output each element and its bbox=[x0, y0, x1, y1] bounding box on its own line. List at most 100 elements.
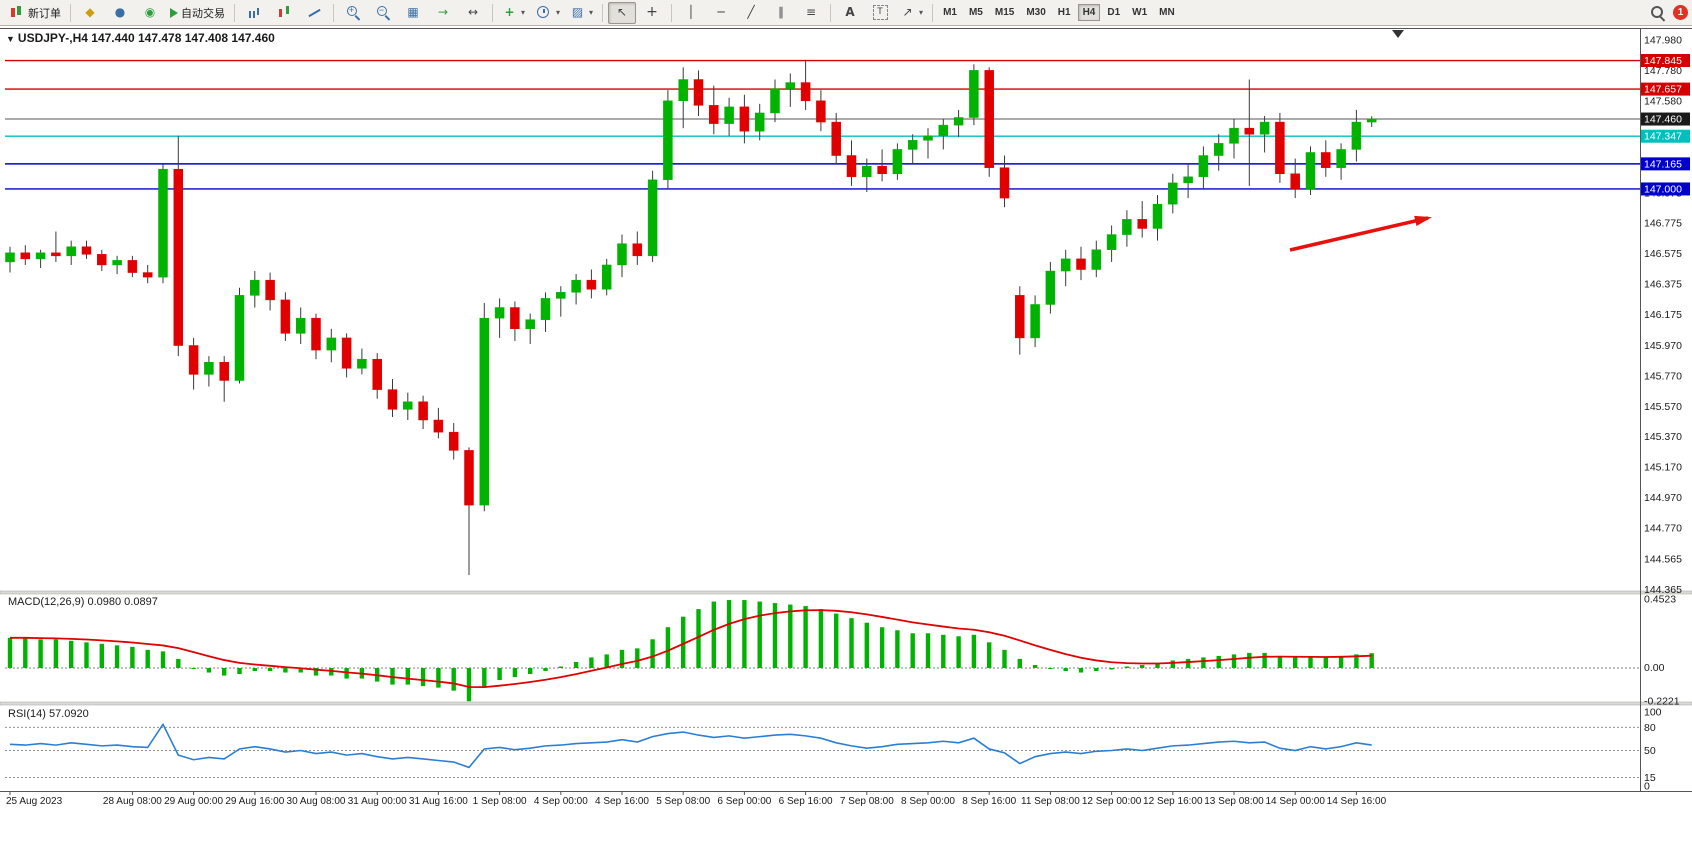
price-label: 147.657 bbox=[1644, 84, 1682, 96]
auto-scroll-button[interactable]: → bbox=[429, 2, 457, 24]
time-label: 5 Sep 08:00 bbox=[656, 796, 710, 807]
rsi-tick: 15 bbox=[1644, 772, 1656, 784]
macd-tick: 0.4523 bbox=[1644, 594, 1676, 606]
time-label: 29 Aug 16:00 bbox=[225, 796, 284, 807]
line-chart-button[interactable] bbox=[300, 2, 328, 24]
candlestick-chart-button[interactable] bbox=[270, 2, 298, 24]
zoom-out-button[interactable]: − bbox=[369, 2, 397, 24]
chart-shift-marker[interactable] bbox=[1392, 30, 1404, 38]
bar-chart-icon bbox=[246, 4, 263, 21]
time-label: 4 Sep 00:00 bbox=[534, 796, 588, 807]
periods-button[interactable]: ▾ bbox=[531, 2, 564, 24]
time-label: 14 Sep 16:00 bbox=[1327, 796, 1387, 807]
notification-badge[interactable]: 1 bbox=[1673, 5, 1688, 20]
price-tick: 144.770 bbox=[1644, 522, 1682, 534]
timeframe-h1-button[interactable]: H1 bbox=[1057, 7, 1071, 18]
price-tick: 144.565 bbox=[1644, 554, 1682, 566]
channel-icon: ∥ bbox=[778, 5, 785, 19]
new-order-button[interactable]: 新订单 bbox=[4, 2, 65, 24]
macd-pane bbox=[5, 600, 1640, 702]
autotrading-button[interactable]: 自动交易 bbox=[166, 2, 229, 24]
price-tick: 146.575 bbox=[1644, 248, 1682, 260]
bar-chart-button[interactable] bbox=[240, 2, 268, 24]
time-label: 6 Sep 00:00 bbox=[717, 796, 771, 807]
rsi-tick: 80 bbox=[1644, 722, 1656, 734]
market-button[interactable]: ◆ bbox=[76, 2, 104, 24]
chevron-down-icon: ▾ bbox=[521, 8, 526, 17]
time-label: 31 Aug 00:00 bbox=[348, 796, 407, 807]
cursor-button[interactable]: ↖ bbox=[608, 1, 637, 24]
tile-windows-button[interactable]: ▦ bbox=[399, 2, 427, 24]
price-axis[interactable]: 147.980147.780147.580146.975146.775146.5… bbox=[1641, 35, 1690, 793]
time-label: 8 Sep 00:00 bbox=[901, 796, 955, 807]
vertical-line-button[interactable]: │ bbox=[677, 2, 705, 24]
time-label: 25 Aug 2023 bbox=[6, 796, 63, 807]
horizontal-lines[interactable] bbox=[5, 59, 1640, 190]
macd-signal-line bbox=[10, 609, 1372, 689]
macd-tick: -0.2221 bbox=[1644, 696, 1680, 708]
channel-button[interactable]: ∥ bbox=[767, 2, 795, 24]
price-tick: 145.370 bbox=[1644, 431, 1682, 443]
price-label: 147.165 bbox=[1644, 158, 1682, 170]
autotrading-play-icon bbox=[170, 7, 178, 18]
price-label-box bbox=[1641, 112, 1690, 126]
timeframe-d1-button[interactable]: D1 bbox=[1107, 7, 1121, 18]
text-label-button[interactable]: T bbox=[866, 2, 894, 24]
templates-button[interactable]: ▨ ▾ bbox=[566, 2, 597, 24]
market-icon: ◆ bbox=[85, 5, 95, 19]
zoom-in-button[interactable]: + bbox=[339, 2, 367, 24]
trendline-button[interactable]: ╱ bbox=[737, 2, 765, 24]
price-label-box bbox=[1641, 129, 1690, 143]
timeframe-m5-button[interactable]: M5 bbox=[968, 7, 983, 18]
price-tick: 145.970 bbox=[1644, 340, 1682, 352]
timeframe-w1-button[interactable]: W1 bbox=[1132, 7, 1148, 18]
fibonacci-button[interactable]: ≡ bbox=[797, 2, 825, 24]
timeframe-m15-button[interactable]: M15 bbox=[994, 7, 1015, 18]
search-button[interactable] bbox=[1643, 2, 1671, 24]
crosshair-button[interactable]: + bbox=[638, 2, 666, 24]
time-axis[interactable]: 25 Aug 2023 28 Aug 08:00 29 Aug 00:00 29 Au… bbox=[6, 792, 1387, 807]
chart-title-text: USDJPY-,H4 147.440 147.478 147.408 147.4… bbox=[17, 31, 275, 45]
rsi-tick: 50 bbox=[1644, 745, 1656, 757]
time-label: 30 Aug 08:00 bbox=[287, 796, 346, 807]
chevron-down-icon: ▾ bbox=[556, 8, 561, 17]
time-label: 4 Sep 16:00 bbox=[595, 796, 649, 807]
autotrading-label: 自动交易 bbox=[181, 7, 225, 20]
time-label: 14 Sep 00:00 bbox=[1265, 796, 1325, 807]
timeframe-m30-button[interactable]: M30 bbox=[1026, 7, 1046, 18]
horizontal-line-button[interactable]: ─ bbox=[707, 2, 735, 24]
timeframe-m1-button[interactable]: M1 bbox=[943, 7, 957, 18]
tile-windows-icon: ▦ bbox=[407, 5, 419, 19]
pane-frame bbox=[0, 28, 1692, 792]
toolbar: 新订单 ◆ ● ◉ 自动交易 + − ▦ → ↔ + ▾ ▾ ▨ ▾ ↖ + │ ─… bbox=[0, 0, 1692, 26]
community-button[interactable]: ● bbox=[106, 2, 134, 24]
zoom-in-icon: + bbox=[345, 4, 362, 21]
fibonacci-icon: ≡ bbox=[806, 5, 817, 19]
toolbar-separator bbox=[932, 3, 934, 22]
toolbar-separator bbox=[234, 3, 235, 22]
price-tick: 145.170 bbox=[1644, 462, 1682, 474]
arrows-tool-icon: ↗ bbox=[902, 5, 913, 19]
timeframe-mn-button[interactable]: MN bbox=[1159, 7, 1175, 18]
arrows-tool-button[interactable]: ↗ ▾ bbox=[896, 2, 927, 24]
price-tick: 145.570 bbox=[1644, 401, 1682, 413]
auto-scroll-icon: → bbox=[437, 5, 449, 19]
price-tick: 144.970 bbox=[1644, 492, 1682, 504]
chart-shift-button[interactable]: ↔ bbox=[459, 2, 487, 24]
text-tool-button[interactable]: A bbox=[836, 2, 864, 24]
macd-tick: 0.00 bbox=[1644, 662, 1665, 674]
rsi-tick: 0 bbox=[1644, 781, 1650, 793]
trend-arrow[interactable] bbox=[1289, 215, 1432, 252]
price-tick: 146.775 bbox=[1644, 218, 1682, 230]
trendline-icon: ╱ bbox=[747, 5, 755, 19]
oneclick-expand-icon[interactable]: ▼ bbox=[6, 34, 15, 44]
rsi-pane bbox=[5, 722, 1640, 778]
text-tool-icon: A bbox=[845, 5, 855, 19]
price-label: 147.000 bbox=[1644, 183, 1682, 195]
indicators-button[interactable]: + ▾ bbox=[498, 2, 529, 24]
timeframe-h4-button[interactable]: H4 bbox=[1077, 4, 1101, 21]
price-label: 147.460 bbox=[1644, 114, 1682, 126]
signals-button[interactable]: ◉ bbox=[136, 2, 164, 24]
search-icon bbox=[1649, 4, 1666, 21]
